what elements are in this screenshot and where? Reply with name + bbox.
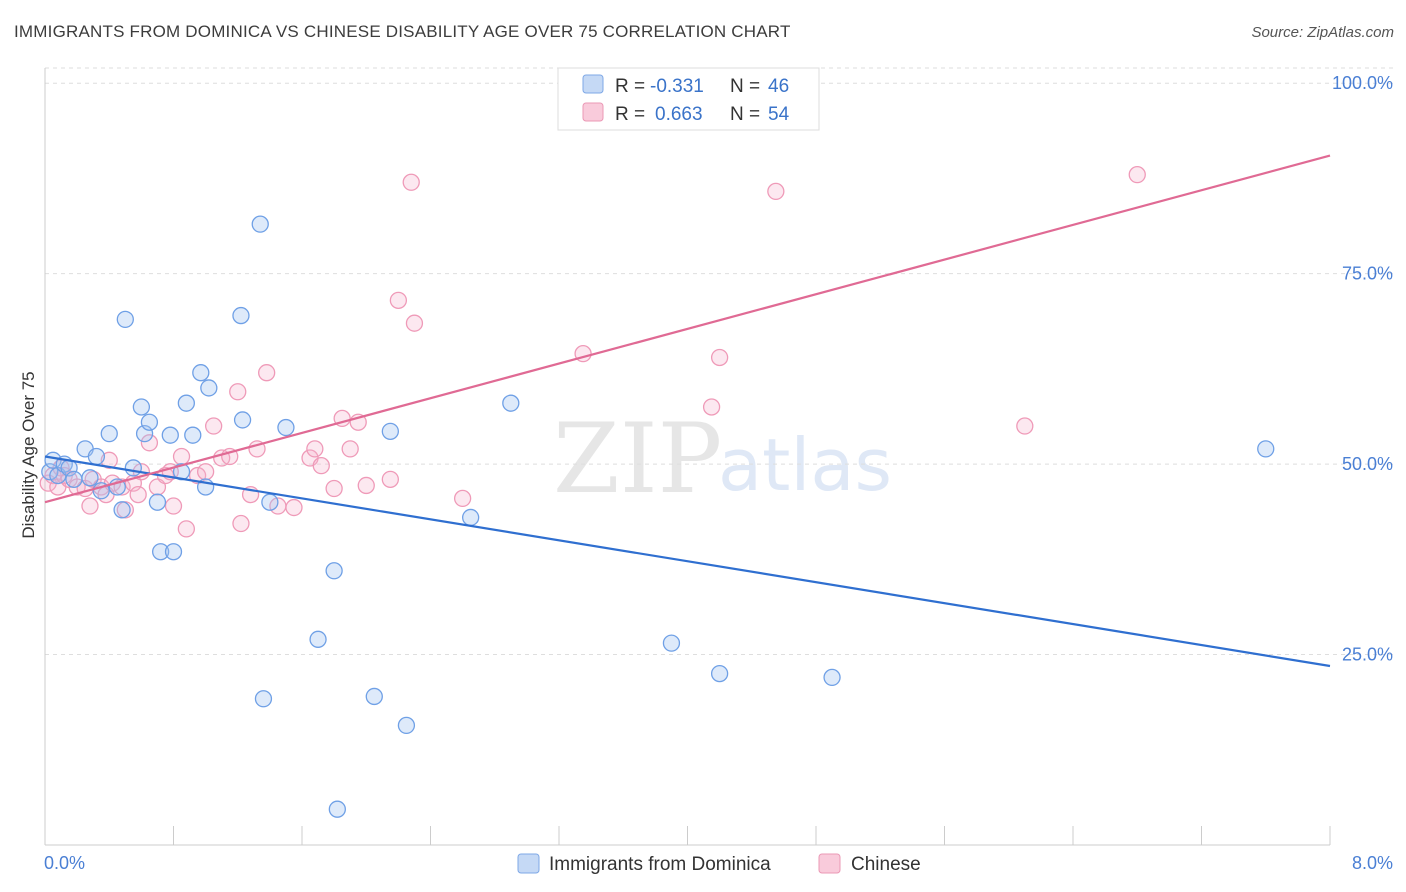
point-dominica	[823, 668, 841, 687]
legend-n-label-chinese: N =	[730, 104, 760, 125]
point-dominica	[148, 493, 167, 511]
x-ticks	[44, 826, 1331, 845]
point-chinese	[229, 383, 247, 401]
point-chinese	[285, 498, 303, 517]
x-tick-label-max: 8.0%	[1352, 853, 1393, 873]
point-dominica	[1257, 440, 1275, 458]
point-chinese	[381, 470, 399, 489]
point-dominica	[124, 459, 142, 477]
watermark-zip: ZIP	[553, 403, 722, 515]
point-chinese	[205, 417, 223, 435]
point-dominica	[100, 424, 118, 443]
point-dominica	[381, 422, 399, 441]
point-chinese	[100, 451, 118, 469]
legend-n-label-dominica: N =	[730, 76, 760, 97]
point-chinese	[405, 314, 424, 332]
point-chinese	[357, 476, 375, 495]
point-chinese	[306, 440, 324, 458]
legend-r-label-dominica: R =	[615, 76, 645, 97]
point-dominica	[254, 690, 273, 708]
point-dominica	[365, 687, 383, 706]
point-chinese	[341, 440, 359, 458]
bottom-legend-swatch-chinese	[818, 853, 841, 874]
trend-lines	[44, 154, 1331, 668]
legend-r-value-dominica: -0.331	[650, 76, 704, 97]
point-chinese	[710, 348, 729, 367]
y-tick-label: 50.0%	[1342, 454, 1393, 474]
watermark-atlas: atlas	[718, 423, 892, 507]
point-chinese	[312, 456, 330, 475]
chart-title: IMMIGRANTS FROM DOMINICA VS CHINESE DISA…	[14, 22, 791, 41]
point-chinese	[1016, 417, 1034, 435]
legend-swatch-chinese	[582, 102, 604, 122]
stats-legend: R = -0.331 N = 46 R = 0.663 N = 54	[557, 67, 820, 131]
point-dominica	[232, 306, 250, 325]
y-tick-labels: 25.0% 50.0% 75.0% 100.0%	[1332, 73, 1393, 664]
point-dominica	[65, 470, 83, 489]
point-dominica	[113, 501, 131, 519]
point-dominica	[192, 364, 210, 382]
point-dominica	[251, 215, 269, 233]
point-chinese	[767, 182, 785, 201]
bottom-legend-swatch-dominica	[517, 853, 540, 874]
point-dominica	[87, 447, 106, 466]
point-chinese	[140, 434, 159, 452]
legend-swatch-dominica	[582, 74, 604, 94]
point-dominica	[132, 398, 151, 416]
point-chinese	[172, 447, 191, 466]
point-dominica	[261, 493, 279, 511]
point-chinese	[402, 173, 420, 191]
point-dominica	[151, 543, 170, 561]
point-chinese	[325, 479, 343, 498]
x-tick-label-min: 0.0%	[44, 853, 85, 873]
y-tick-label: 75.0%	[1342, 264, 1393, 284]
legend-r-value-chinese: 0.663	[655, 104, 703, 125]
point-chinese	[258, 364, 276, 382]
series-dominica-points	[41, 215, 1275, 818]
point-dominica	[161, 426, 179, 444]
point-dominica	[662, 634, 681, 652]
point-chinese	[389, 291, 408, 309]
point-chinese	[702, 398, 721, 416]
point-dominica	[177, 394, 196, 412]
point-chinese	[81, 497, 99, 515]
bottom-legend-label-dominica: Immigrants from Dominica	[549, 854, 771, 875]
point-dominica	[328, 800, 346, 818]
point-chinese	[1128, 165, 1146, 184]
y-tick-label: 25.0%	[1342, 645, 1393, 665]
point-dominica	[309, 630, 327, 648]
point-dominica	[397, 716, 416, 735]
source-label: Source: ZipAtlas.com	[1251, 24, 1394, 41]
point-dominica	[184, 426, 202, 444]
y-axis-label: Disability Age Over 75	[19, 371, 38, 538]
point-chinese	[164, 497, 183, 515]
point-dominica	[140, 413, 159, 431]
point-chinese	[232, 514, 250, 533]
point-dominica	[325, 562, 343, 580]
point-dominica	[164, 543, 183, 561]
point-chinese	[453, 489, 472, 508]
point-dominica	[200, 379, 218, 397]
point-dominica	[116, 310, 134, 329]
point-dominica	[233, 411, 252, 429]
point-chinese	[196, 463, 215, 481]
series-legend: Immigrants from Dominica Chinese	[517, 853, 921, 875]
point-chinese	[129, 485, 147, 504]
point-dominica	[462, 508, 480, 527]
bottom-legend-label-chinese: Chinese	[851, 854, 921, 875]
legend-n-value-dominica: 46	[768, 76, 789, 97]
trend-line-chinese	[44, 154, 1331, 504]
y-tick-label: 100.0%	[1332, 73, 1393, 93]
trend-line-dominica	[44, 455, 1331, 668]
point-dominica	[710, 664, 729, 683]
point-chinese	[177, 520, 196, 538]
legend-n-value-chinese: 54	[768, 104, 790, 125]
legend-r-label-chinese: R =	[615, 104, 645, 125]
point-dominica	[81, 469, 99, 487]
point-dominica	[502, 394, 520, 412]
point-dominica	[277, 418, 295, 437]
